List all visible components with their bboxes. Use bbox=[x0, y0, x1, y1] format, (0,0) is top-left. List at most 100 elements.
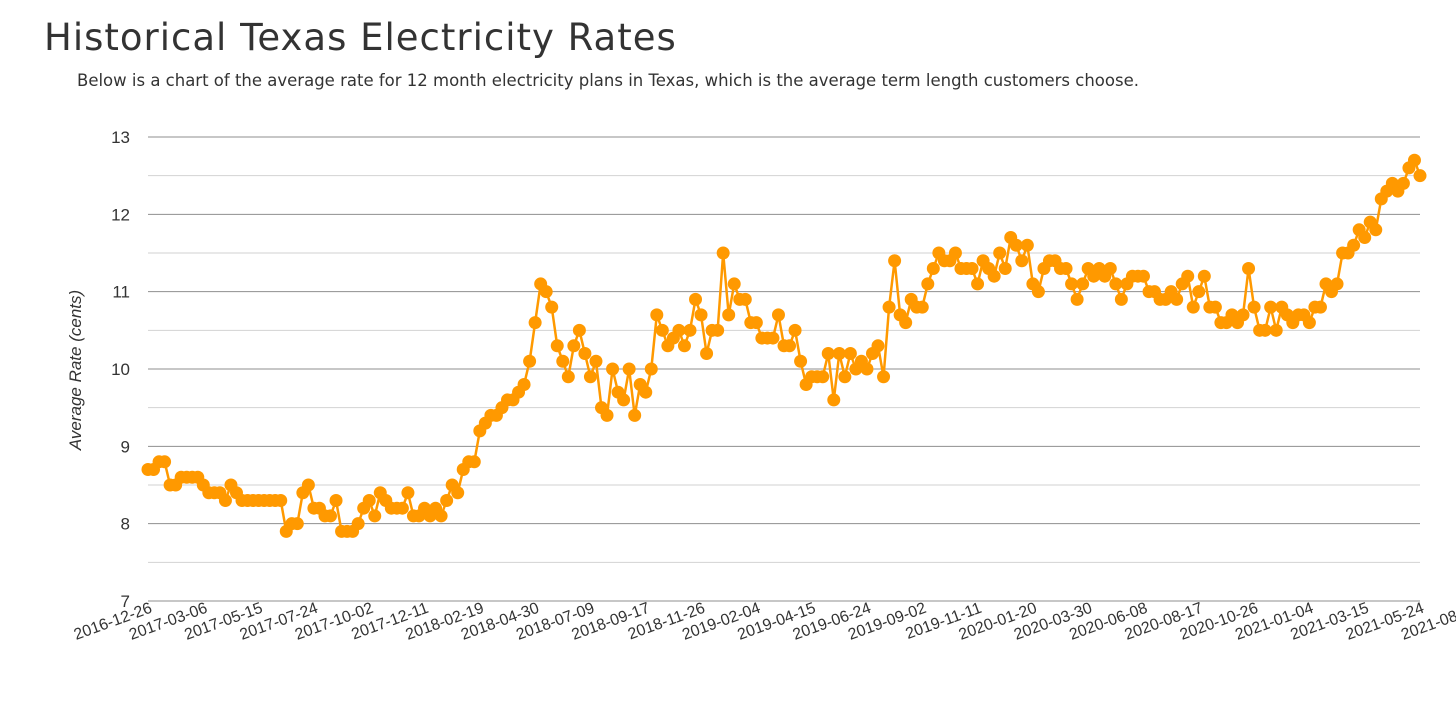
data-point bbox=[766, 331, 780, 345]
data-point bbox=[1313, 300, 1327, 314]
data-point bbox=[838, 370, 852, 384]
data-point bbox=[1109, 277, 1123, 291]
data-point bbox=[1369, 223, 1383, 237]
data-point bbox=[274, 493, 288, 507]
data-point bbox=[351, 517, 365, 531]
data-point bbox=[218, 493, 232, 507]
data-point bbox=[832, 347, 846, 361]
data-point bbox=[948, 246, 962, 260]
data-point bbox=[921, 277, 935, 291]
data-point bbox=[606, 362, 620, 376]
data-point bbox=[561, 370, 575, 384]
data-point bbox=[572, 323, 586, 337]
data-point bbox=[882, 300, 896, 314]
data-point bbox=[301, 478, 315, 492]
data-point bbox=[1330, 277, 1344, 291]
data-point bbox=[827, 393, 841, 407]
data-point bbox=[395, 501, 409, 515]
data-point bbox=[528, 316, 542, 330]
data-point bbox=[1407, 153, 1421, 167]
data-point bbox=[788, 323, 802, 337]
data-point bbox=[965, 261, 979, 275]
data-point bbox=[1170, 292, 1184, 306]
data-point bbox=[655, 323, 669, 337]
data-point bbox=[689, 292, 703, 306]
data-point bbox=[1197, 269, 1211, 283]
data-point bbox=[639, 385, 653, 399]
data-point bbox=[843, 347, 857, 361]
data-point bbox=[926, 261, 940, 275]
data-points bbox=[141, 153, 1427, 538]
data-point bbox=[694, 308, 708, 322]
data-point bbox=[1247, 300, 1261, 314]
data-point bbox=[1181, 269, 1195, 283]
data-point bbox=[971, 277, 985, 291]
data-point bbox=[915, 300, 929, 314]
data-point bbox=[1413, 169, 1427, 183]
data-point bbox=[362, 493, 376, 507]
data-point bbox=[749, 316, 763, 330]
data-point bbox=[600, 408, 614, 422]
data-point bbox=[628, 408, 642, 422]
data-point bbox=[1258, 323, 1272, 337]
page-title: Historical Texas Electricity Rates bbox=[44, 16, 677, 59]
data-point bbox=[1031, 285, 1045, 299]
data-point bbox=[517, 377, 531, 391]
data-point bbox=[783, 339, 797, 353]
data-point bbox=[727, 277, 741, 291]
y-axis-label: Average Rate (cents) bbox=[66, 290, 85, 451]
data-point bbox=[329, 493, 343, 507]
data-point bbox=[440, 493, 454, 507]
data-point bbox=[583, 370, 597, 384]
data-point bbox=[1076, 277, 1090, 291]
data-point bbox=[368, 509, 382, 523]
data-point bbox=[672, 323, 686, 337]
data-point bbox=[401, 486, 415, 500]
data-point bbox=[539, 285, 553, 299]
y-tick-label: 7 bbox=[121, 592, 130, 611]
data-point bbox=[899, 316, 913, 330]
data-point bbox=[556, 354, 570, 368]
data-point bbox=[794, 354, 808, 368]
data-point bbox=[1242, 261, 1256, 275]
data-point bbox=[1103, 261, 1117, 275]
data-point bbox=[644, 362, 658, 376]
page-subtitle: Below is a chart of the average rate for… bbox=[77, 71, 1139, 90]
data-point bbox=[1065, 277, 1079, 291]
data-point bbox=[1358, 231, 1372, 245]
data-point bbox=[683, 323, 697, 337]
data-point bbox=[1009, 238, 1023, 252]
y-tick-label: 13 bbox=[111, 128, 130, 147]
data-point bbox=[1186, 300, 1200, 314]
data-point bbox=[434, 509, 448, 523]
data-point bbox=[1020, 238, 1034, 252]
data-point bbox=[1015, 254, 1029, 268]
data-point bbox=[711, 323, 725, 337]
y-tick-label: 9 bbox=[121, 437, 130, 456]
x-axis-tick-labels: 2016-12-262017-03-062017-05-152017-07-24… bbox=[72, 600, 1456, 644]
data-point bbox=[550, 339, 564, 353]
data-point bbox=[467, 455, 481, 469]
data-point bbox=[1347, 238, 1361, 252]
y-tick-label: 11 bbox=[112, 283, 130, 302]
data-point bbox=[523, 354, 537, 368]
data-point bbox=[578, 347, 592, 361]
data-point bbox=[1070, 292, 1084, 306]
y-tick-label: 12 bbox=[111, 205, 130, 224]
data-point bbox=[738, 292, 752, 306]
data-point bbox=[1192, 285, 1206, 299]
y-tick-label: 8 bbox=[121, 515, 130, 534]
data-point bbox=[860, 362, 874, 376]
data-point bbox=[290, 517, 304, 531]
data-point bbox=[1302, 316, 1316, 330]
data-point bbox=[650, 308, 664, 322]
data-point bbox=[1208, 300, 1222, 314]
data-point bbox=[324, 509, 338, 523]
data-point bbox=[1264, 300, 1278, 314]
data-point bbox=[622, 362, 636, 376]
data-point bbox=[1269, 323, 1283, 337]
data-point bbox=[987, 269, 1001, 283]
data-point bbox=[677, 339, 691, 353]
